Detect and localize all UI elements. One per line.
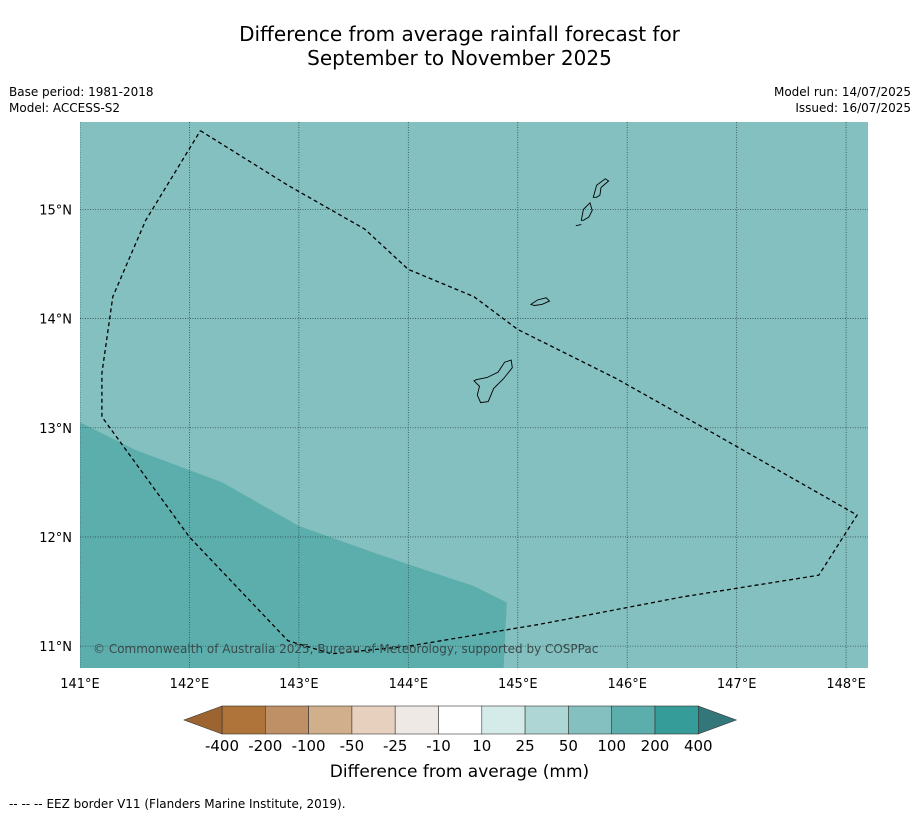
lon-tick-label: 141°E (60, 677, 100, 692)
colorbar-swatch (654, 705, 699, 735)
footer-legend: -- -- -- EEZ border V11 (Flanders Marine… (9, 797, 346, 811)
chart-title: Difference from average rainfall forecas… (0, 22, 919, 70)
model-run: Model run: 14/07/2025 (773, 85, 911, 99)
colorbar-tick-label: 50 (559, 737, 578, 755)
lon-tick-label: 142°E (170, 677, 210, 692)
colorbar-tick-label: -400 (205, 737, 239, 755)
colorbar-tick-label: -200 (248, 737, 282, 755)
island-guam (473, 359, 513, 404)
colorbar-swatch (308, 705, 353, 735)
colorbar-label: Difference from average (mm) (329, 762, 590, 782)
lat-tick-label: 15°N (39, 203, 72, 218)
colorbar-swatch (394, 705, 439, 735)
island-tinian (580, 201, 593, 221)
island-aguijan (575, 224, 582, 227)
colorbar-swatch (264, 705, 309, 735)
meta-right: Model run: 14/07/2025 Issued: 16/07/2025 (774, 84, 911, 116)
colorbar-under-arrow (183, 705, 223, 735)
colorbar-tick-label: -50 (340, 737, 365, 755)
colorbar-over-arrow (697, 705, 738, 735)
lon-tick-label: 148°E (826, 677, 866, 692)
model-name: Model: ACCESS-S2 (9, 101, 121, 115)
colorbar-tick-label: -10 (426, 737, 451, 755)
lat-tick-label: 14°N (39, 313, 72, 328)
island-saipan (592, 178, 610, 198)
map-clipped-layer (80, 122, 868, 668)
colorbar-swatch (438, 705, 483, 735)
issued-date: Issued: 16/07/2025 (795, 101, 911, 115)
lon-tick-label: 146°E (607, 677, 647, 692)
lat-tick-label: 12°N (39, 531, 72, 546)
colorbar-tick-label: 200 (641, 737, 670, 755)
meta-left: Base period: 1981-2018 Model: ACCESS-S2 (9, 84, 154, 116)
copyright-notice: © Commonwealth of Australia 2025, Bureau… (93, 642, 598, 656)
colorbar-swatch (611, 705, 656, 735)
eez-border (101, 130, 859, 655)
title-line-1: Difference from average rainfall forecas… (239, 22, 680, 46)
colorbar-tick-label: -100 (292, 737, 326, 755)
colorbar-tick-label: 25 (516, 737, 535, 755)
island-rota (529, 297, 551, 306)
eez-legend-text: EEZ border V11 (Flanders Marine Institut… (46, 797, 346, 811)
map-panel: © Commonwealth of Australia 2025, Bureau… (39, 122, 868, 692)
colorbar-tick-label: 100 (597, 737, 626, 755)
colorbar-swatch (351, 705, 396, 735)
colorbar-tick-label: 10 (472, 737, 491, 755)
lat-tick-label: 13°N (39, 422, 72, 437)
base-period: Base period: 1981-2018 (9, 85, 154, 99)
colorbar-tick-label: -25 (383, 737, 408, 755)
lon-tick-label: 143°E (279, 677, 319, 692)
lon-tick-label: 147°E (717, 677, 757, 692)
colorbar-swatch (221, 705, 266, 735)
title-line-2: September to November 2025 (307, 46, 612, 70)
colorbar-swatch (524, 705, 569, 735)
lon-tick-label: 144°E (389, 677, 429, 692)
colorbar-swatch (481, 705, 526, 735)
colorbar: -400 -200 -100 -50 -25 -10 10 25 50 100 200 400 (183, 705, 738, 755)
colorbar-swatch (568, 705, 613, 735)
forecast-region-wetter (80, 422, 507, 668)
eez-legend-symbol: -- -- -- (9, 797, 43, 811)
lon-tick-label: 145°E (498, 677, 538, 692)
lat-tick-label: 11°N (39, 640, 72, 655)
colorbar-tick-label: 400 (684, 737, 713, 755)
